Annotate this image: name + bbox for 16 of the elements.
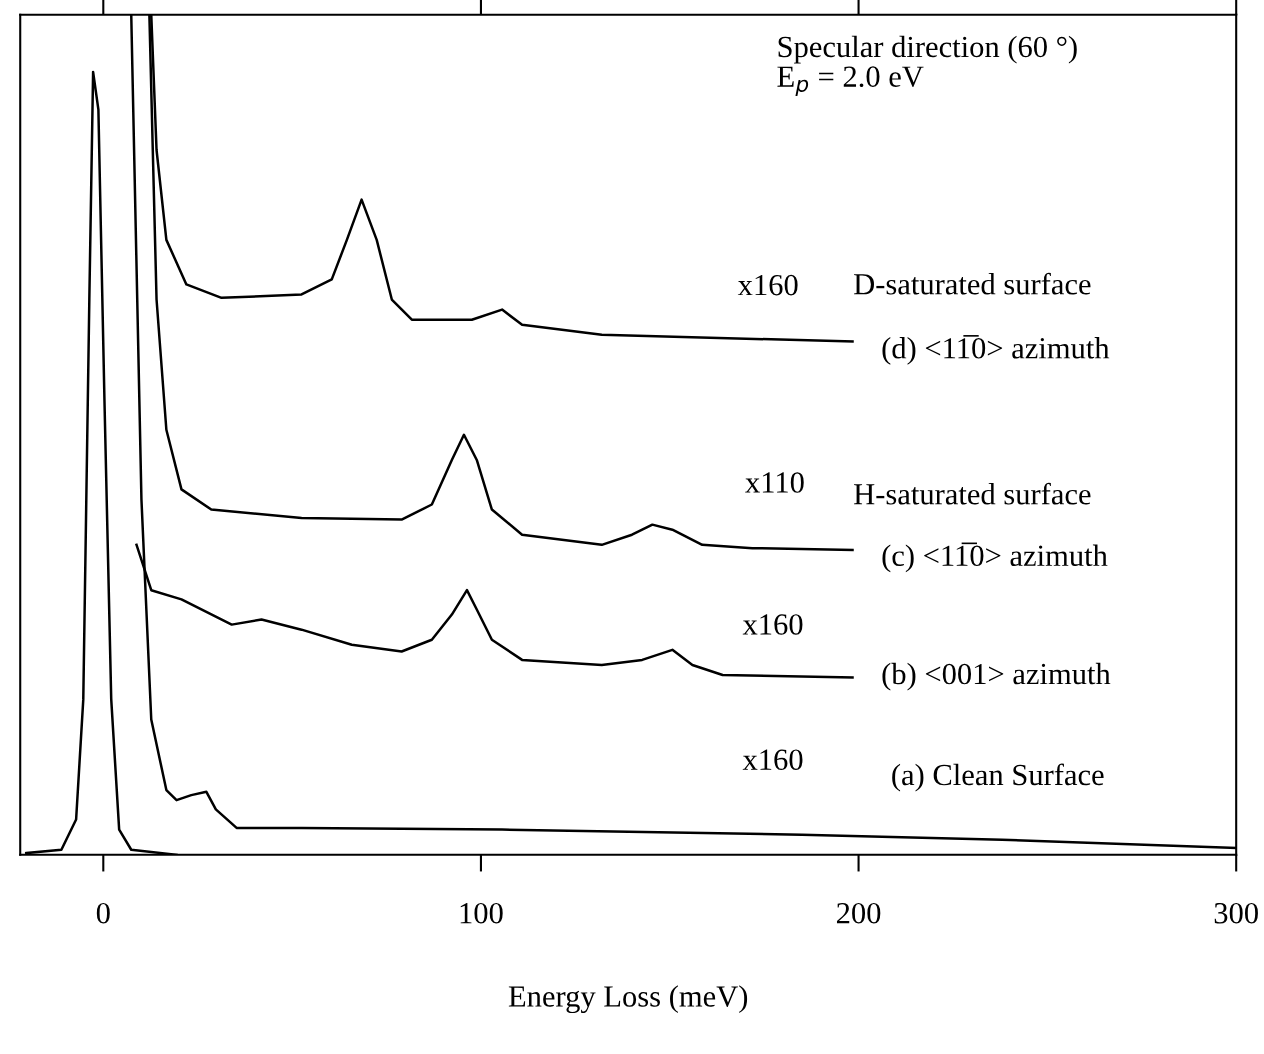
annotation: x160 [742,749,803,771]
annotation: (c) <11̅0> azimuth [882,542,1108,573]
annotation: x110 [745,472,804,493]
annotation: D-saturated surface [854,272,1091,295]
annotation: x160 [737,274,798,296]
annotation: x160 [742,614,803,635]
x-tick-label: 0 [96,902,110,924]
x-tick-label: 100 [460,902,503,924]
x-tick-label: 200 [836,902,881,924]
annotation: H-saturated surface [854,482,1091,505]
annotation: Specular direction (60 °) E$_{p}$ = 2.0 eV [777,35,1077,97]
x-tick-label: 300 [1214,902,1258,924]
annotation: (a) Clean Surface [892,763,1104,792]
annotation: (b) <001> azimuth [882,662,1111,691]
x-axis-title: Energy Loss (meV) [508,985,748,1014]
annotation: (d) <11̅0> azimuth [882,335,1110,365]
